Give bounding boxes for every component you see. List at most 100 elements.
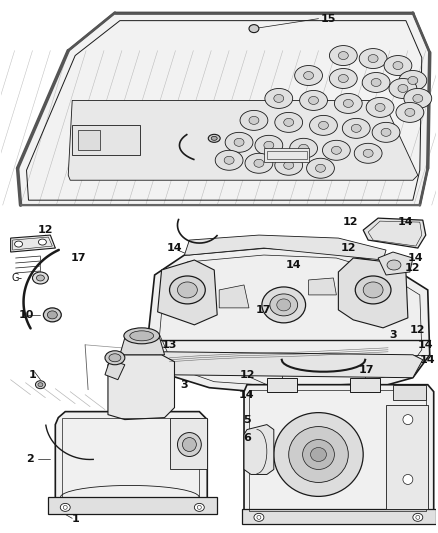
Text: 12: 12 — [239, 370, 255, 379]
Ellipse shape — [32, 272, 48, 284]
Ellipse shape — [36, 275, 44, 281]
Text: 2: 2 — [27, 455, 34, 464]
Ellipse shape — [329, 69, 357, 88]
Ellipse shape — [384, 55, 412, 76]
Ellipse shape — [265, 88, 293, 108]
Text: 12: 12 — [405, 263, 420, 273]
Ellipse shape — [413, 94, 423, 102]
Ellipse shape — [299, 144, 308, 152]
Ellipse shape — [284, 118, 293, 126]
Text: 13: 13 — [162, 340, 177, 350]
Text: 12: 12 — [341, 243, 356, 253]
Polygon shape — [120, 338, 165, 355]
Text: 14: 14 — [167, 243, 182, 253]
Polygon shape — [378, 252, 413, 275]
Text: 12: 12 — [343, 217, 358, 227]
Ellipse shape — [254, 159, 264, 167]
Polygon shape — [393, 385, 426, 400]
Ellipse shape — [275, 155, 303, 175]
Ellipse shape — [177, 433, 201, 456]
Ellipse shape — [354, 143, 382, 163]
Polygon shape — [155, 352, 423, 378]
Text: 5: 5 — [243, 415, 251, 425]
Polygon shape — [55, 411, 207, 510]
Polygon shape — [308, 278, 336, 295]
Ellipse shape — [396, 102, 424, 123]
Ellipse shape — [318, 122, 328, 130]
Ellipse shape — [334, 93, 362, 114]
Ellipse shape — [255, 135, 283, 155]
Ellipse shape — [249, 116, 259, 124]
Polygon shape — [184, 235, 386, 260]
Text: 14: 14 — [420, 355, 435, 365]
Text: 17: 17 — [358, 365, 374, 375]
Text: 12: 12 — [410, 325, 426, 335]
Polygon shape — [108, 355, 174, 419]
Ellipse shape — [362, 72, 390, 92]
Ellipse shape — [359, 49, 387, 69]
Polygon shape — [350, 378, 380, 392]
Text: 6: 6 — [243, 433, 251, 442]
Ellipse shape — [14, 241, 22, 247]
Polygon shape — [158, 260, 217, 325]
Ellipse shape — [234, 139, 244, 147]
Text: 14: 14 — [408, 253, 424, 263]
Ellipse shape — [404, 88, 432, 108]
Ellipse shape — [351, 124, 361, 132]
Ellipse shape — [249, 25, 259, 33]
Polygon shape — [244, 385, 434, 518]
Ellipse shape — [375, 103, 385, 111]
Ellipse shape — [262, 287, 306, 323]
Ellipse shape — [295, 66, 322, 85]
Ellipse shape — [355, 276, 391, 304]
Ellipse shape — [366, 98, 394, 117]
Ellipse shape — [339, 52, 348, 60]
Ellipse shape — [290, 139, 318, 158]
Ellipse shape — [408, 77, 418, 84]
Text: 3: 3 — [180, 379, 188, 390]
Ellipse shape — [304, 71, 314, 79]
Text: 14: 14 — [286, 260, 301, 270]
Ellipse shape — [105, 351, 125, 365]
Text: 10: 10 — [19, 310, 34, 320]
Ellipse shape — [35, 381, 46, 389]
Ellipse shape — [403, 415, 413, 425]
Ellipse shape — [284, 161, 293, 169]
Ellipse shape — [254, 513, 264, 521]
Text: 17: 17 — [71, 253, 86, 263]
Ellipse shape — [208, 134, 220, 142]
Text: 12: 12 — [38, 225, 53, 235]
Ellipse shape — [289, 426, 348, 482]
Ellipse shape — [332, 147, 341, 154]
Polygon shape — [363, 218, 426, 248]
Ellipse shape — [322, 140, 350, 160]
Ellipse shape — [387, 260, 401, 270]
Ellipse shape — [183, 438, 196, 451]
Polygon shape — [11, 235, 55, 252]
Ellipse shape — [124, 328, 159, 344]
Ellipse shape — [308, 96, 318, 104]
Text: 14: 14 — [398, 217, 414, 227]
Ellipse shape — [343, 118, 370, 139]
Ellipse shape — [274, 94, 284, 102]
Text: 14: 14 — [418, 340, 434, 350]
Polygon shape — [18, 13, 430, 205]
Ellipse shape — [194, 503, 204, 511]
Ellipse shape — [307, 158, 334, 178]
Polygon shape — [264, 148, 308, 162]
Ellipse shape — [403, 474, 413, 484]
Ellipse shape — [381, 128, 391, 136]
Ellipse shape — [368, 54, 378, 62]
Ellipse shape — [389, 78, 417, 99]
Polygon shape — [219, 285, 249, 308]
Ellipse shape — [363, 149, 373, 157]
Polygon shape — [78, 131, 100, 150]
Text: 17: 17 — [256, 305, 272, 315]
Ellipse shape — [329, 46, 357, 66]
Ellipse shape — [277, 299, 291, 311]
Ellipse shape — [245, 154, 273, 173]
Ellipse shape — [399, 70, 427, 91]
Ellipse shape — [275, 112, 303, 132]
Polygon shape — [148, 248, 430, 394]
Ellipse shape — [38, 383, 43, 386]
